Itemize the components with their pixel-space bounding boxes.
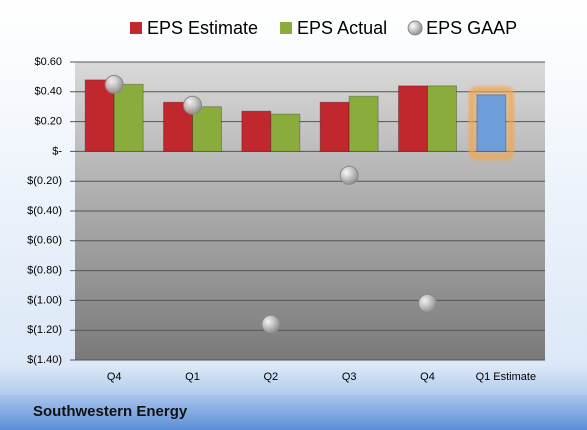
legend-label: EPS Estimate [147,18,258,38]
x-tick-label: Q3 [342,371,357,383]
x-tick-label: Q1 Estimate [476,371,537,383]
bar [427,85,457,152]
footer: Southwestern Energy [33,403,188,420]
x-tick-label: Q1 [185,371,200,383]
x-tick-label: Q4 [420,371,435,383]
bubble [339,165,359,185]
bubble [261,314,281,334]
bar [192,106,222,152]
y-tick-label: $0.20 [34,116,62,128]
legend-label: EPS Actual [297,18,387,38]
legend-marker [130,22,142,34]
legend-marker [280,22,293,34]
bar-glow [469,87,514,159]
y-tick-label: $(0.20) [27,175,62,187]
legend-label: EPS GAAP [426,18,517,38]
y-tick-label: $(1.40) [27,354,62,366]
x-tick-label: Q2 [263,371,278,383]
bar [348,95,379,152]
y-tick-label: $(0.80) [27,265,62,277]
y-tick-label: $(1.20) [27,324,62,336]
bar [319,101,350,152]
bar [398,85,428,152]
bubble [418,293,437,313]
x-tick-label: Q4 [107,371,122,383]
bar [241,110,272,152]
bubble [183,95,202,115]
y-tick-label: $0.60 [34,56,62,68]
y-tick-label: $(0.40) [27,205,62,217]
y-tick-label: $(1.00) [27,294,62,306]
y-tick-label: $(0.60) [27,235,62,247]
bar [113,83,144,152]
bar [84,79,115,152]
y-tick-label: $0.40 [34,86,62,98]
legend-marker [407,20,423,36]
bubble [104,74,124,94]
footer-band [0,395,587,430]
y-tick-label: $- [52,145,62,157]
bar [270,113,301,152]
bar [476,94,507,152]
